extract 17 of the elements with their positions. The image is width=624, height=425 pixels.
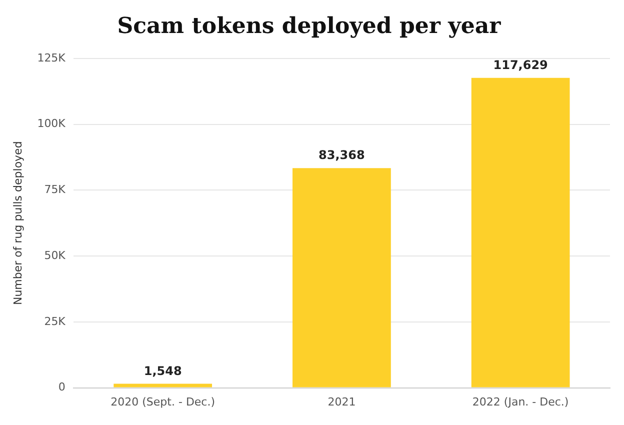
x-tick-label: 2020 (Sept. - Dec.) [110, 395, 216, 408]
y-tick-label: 25K [44, 314, 66, 328]
y-tick-label: 0 [58, 380, 66, 394]
x-tick-label: 2021 [328, 395, 356, 408]
x-tick-label: 2022 (Jan. - Dec.) [472, 395, 569, 408]
chart-title: Scam tokens deployed per year [117, 12, 502, 39]
bar [471, 78, 570, 388]
data-label: 117,629 [493, 58, 548, 72]
data-label: 83,368 [318, 148, 365, 162]
y-tick-label: 50K [44, 248, 66, 262]
bar [114, 384, 212, 388]
y-axis-title: Number of rug pulls deployed [11, 141, 24, 306]
bar [292, 168, 391, 388]
y-tick-label: 75K [44, 183, 66, 196]
y-tick-label: 100K [37, 117, 66, 130]
data-label: 1,548 [144, 364, 182, 378]
y-tick-label: 125K [37, 51, 66, 64]
